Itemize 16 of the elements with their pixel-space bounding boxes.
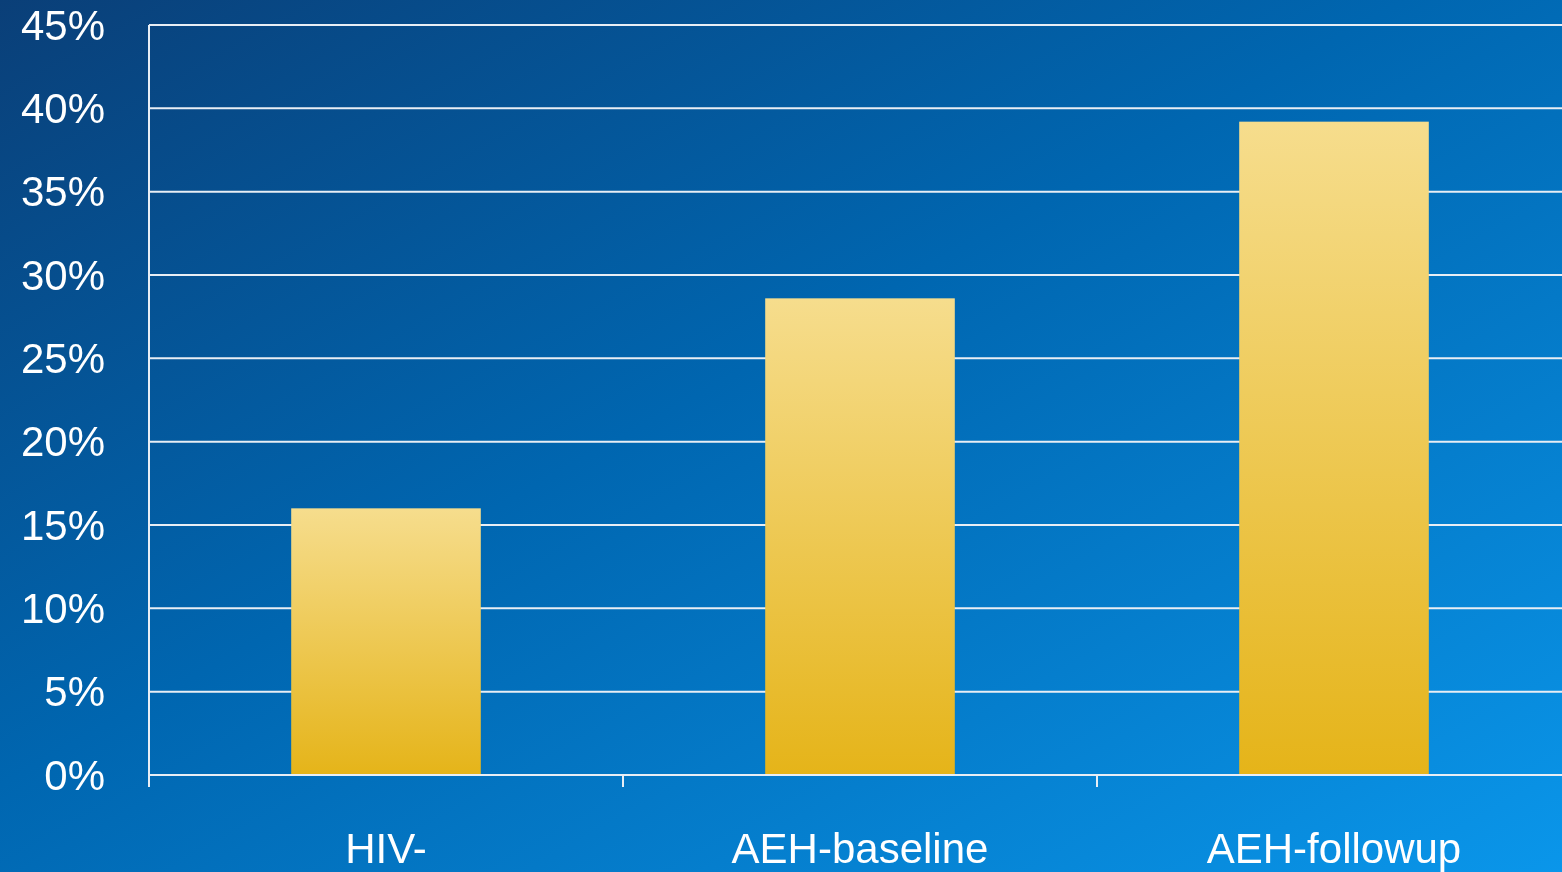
x-tick-label: AEH-baseline bbox=[731, 824, 989, 872]
y-tick-label: 30% bbox=[20, 251, 105, 299]
y-tick-label: 5% bbox=[44, 668, 105, 716]
y-tick-label: 45% bbox=[20, 1, 105, 49]
bar bbox=[765, 298, 955, 775]
bar bbox=[1239, 121, 1429, 775]
bar bbox=[291, 508, 481, 775]
y-tick-label: 25% bbox=[20, 334, 105, 382]
y-tick-label: 15% bbox=[20, 501, 105, 549]
y-tick-label: 10% bbox=[20, 584, 105, 632]
x-tick-label: HIV- bbox=[345, 824, 427, 872]
x-tick-label: AEH-followup bbox=[1206, 824, 1462, 872]
y-tick-label: 40% bbox=[20, 84, 105, 132]
y-tick-label: 35% bbox=[20, 168, 105, 216]
y-tick-label: 0% bbox=[44, 751, 105, 799]
y-tick-label: 20% bbox=[20, 418, 105, 466]
